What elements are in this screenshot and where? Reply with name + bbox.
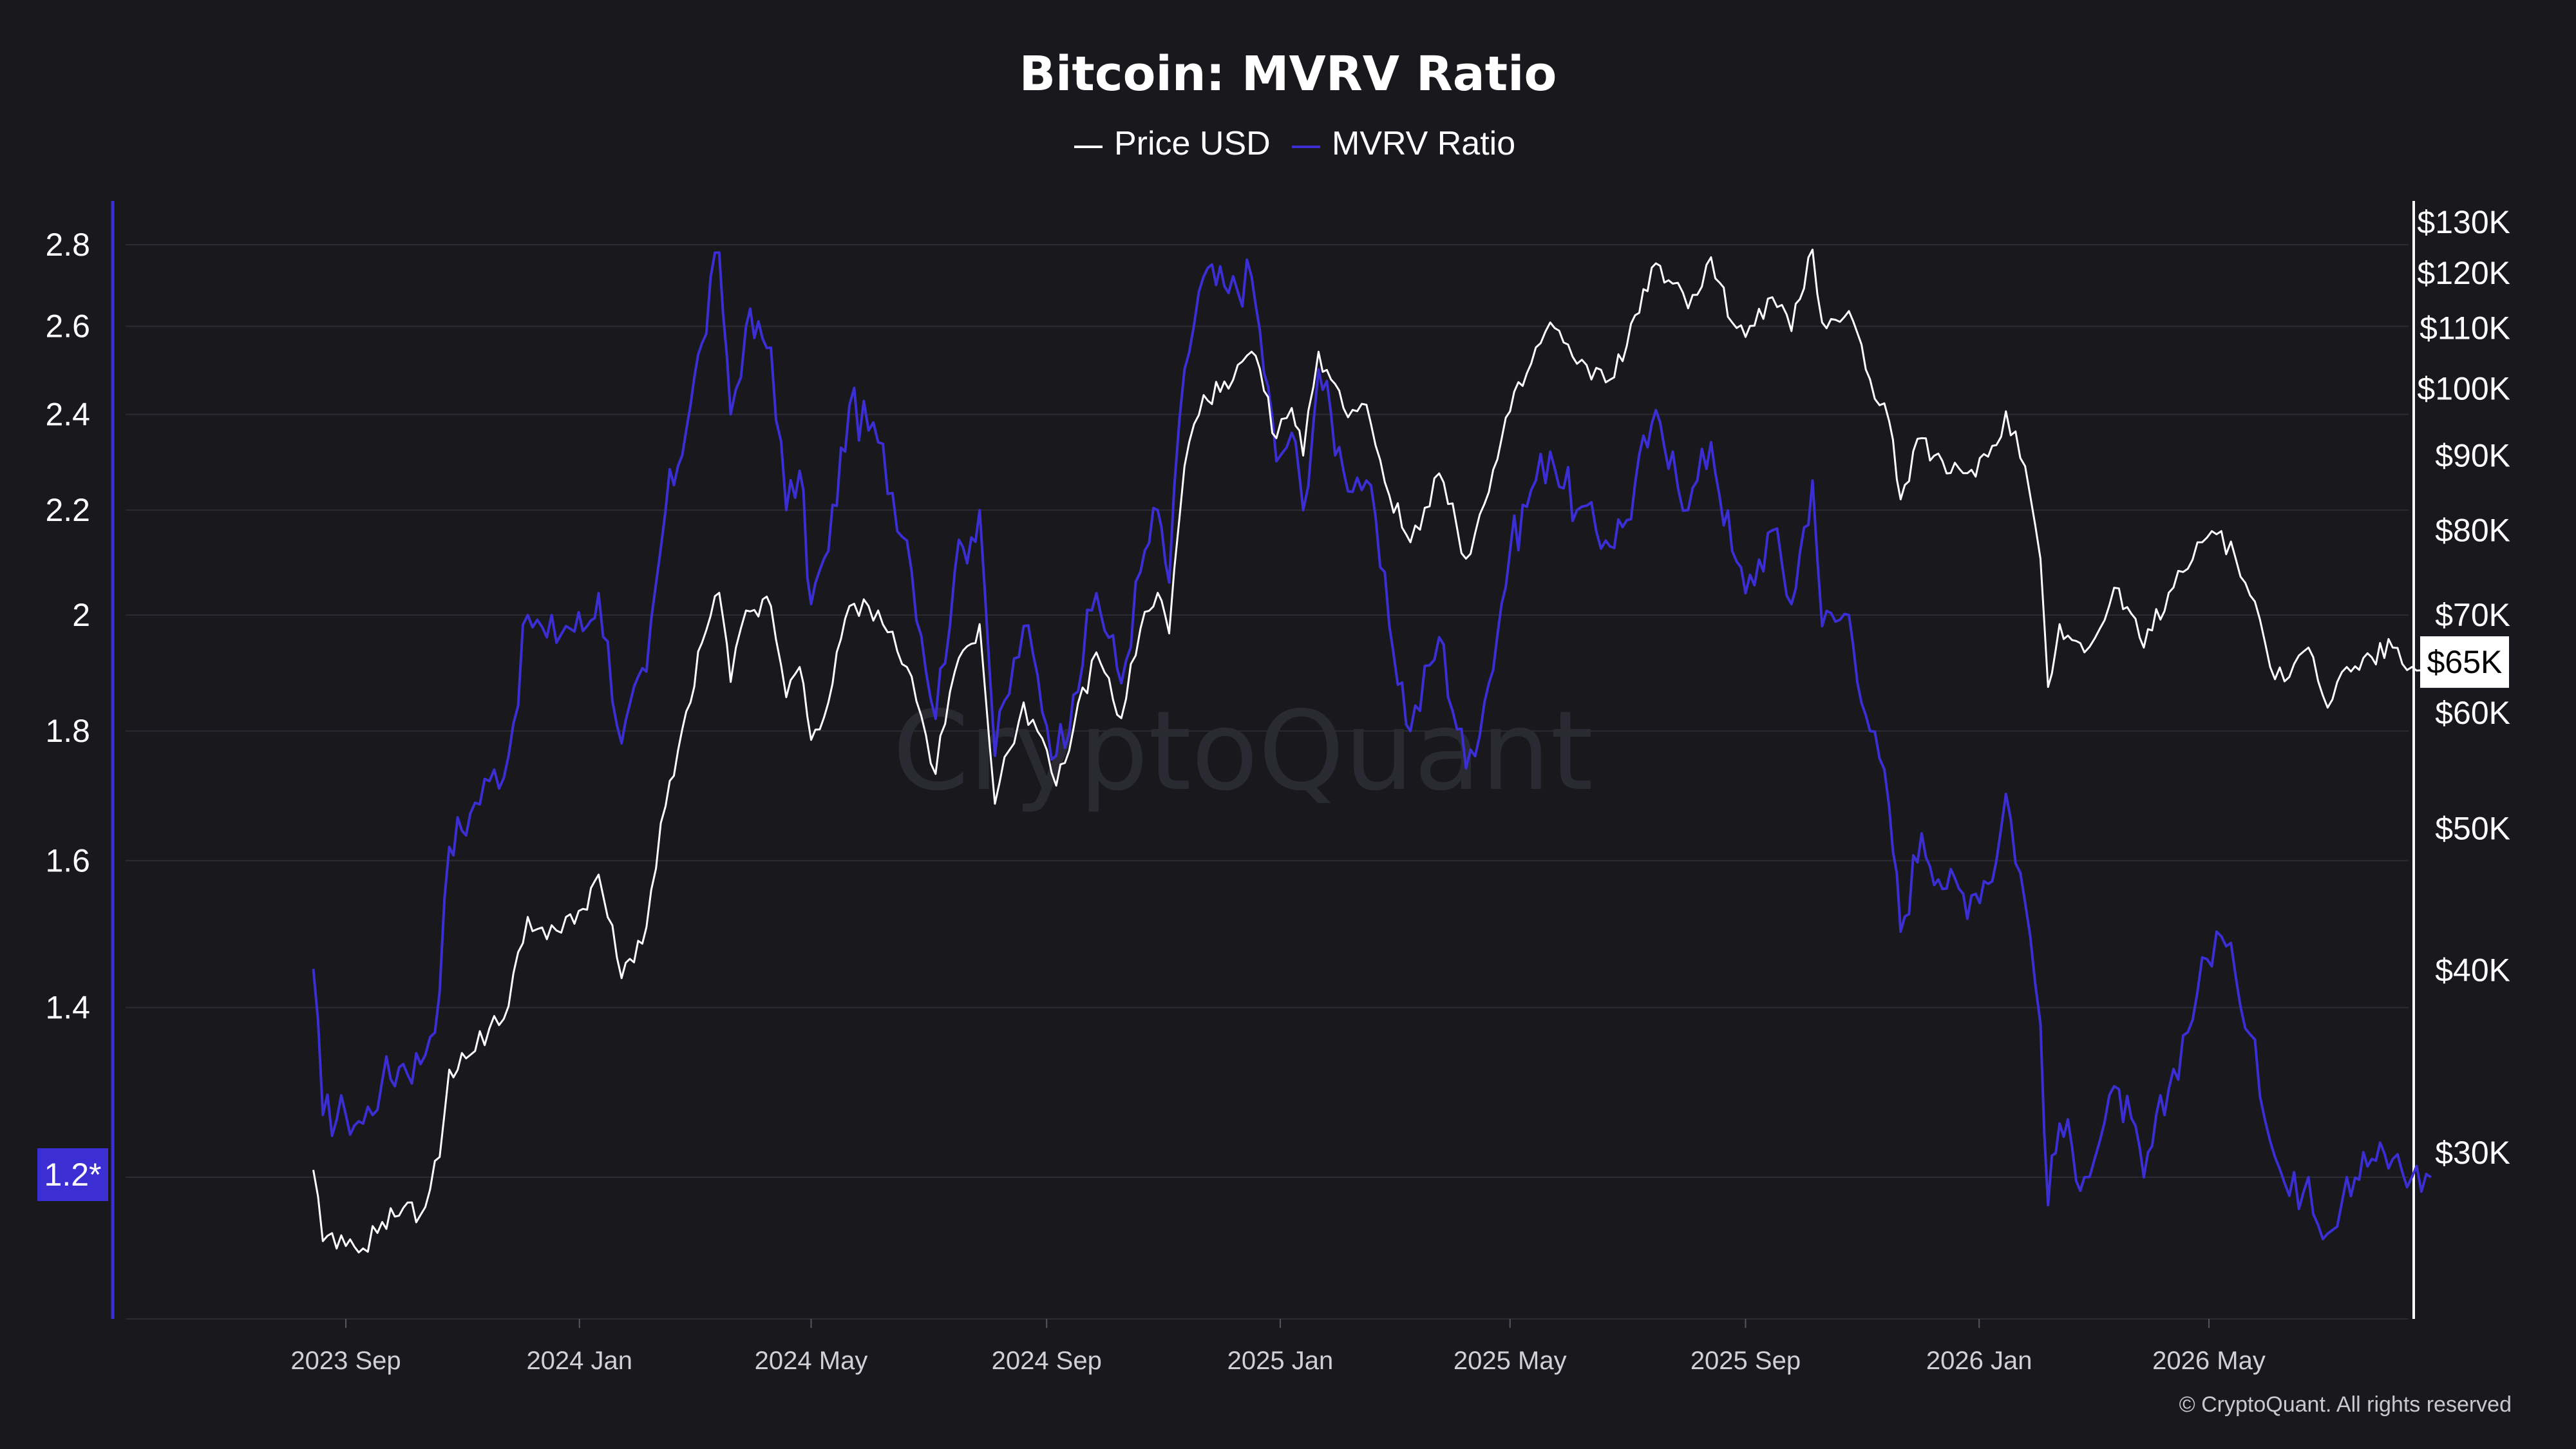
chart-title: Bitcoin: MVRV Ratio (1019, 46, 1557, 102)
series-mvrv-ratio-line (312, 251, 2432, 1240)
y-right-tick-label: $60K (2435, 695, 2510, 731)
legend-price-label[interactable]: Price USD (1114, 125, 1271, 162)
y-right-tick-label: $80K (2435, 512, 2510, 548)
price-current-badge-label: $65K (2427, 644, 2503, 680)
y-left-tick-label: 1.4 (45, 990, 90, 1026)
y-right-tick-label: $30K (2435, 1135, 2510, 1171)
y-left-tick-label: 2 (72, 597, 90, 633)
x-tick-label: 2024 Sep (992, 1347, 1102, 1375)
watermark: CryptoQuant (893, 688, 1593, 815)
copyright-text: © CryptoQuant. All rights reserved (2179, 1392, 2512, 1417)
x-tick-label: 2026 Jan (1926, 1347, 2032, 1375)
x-tick-label: 2025 May (1454, 1347, 1567, 1375)
y-right-tick-label: $90K (2435, 437, 2510, 473)
badge-layer: 1.2* $65K (37, 636, 2509, 1201)
y-right-tick-label: $120K (2417, 255, 2510, 291)
x-tick-label: 2023 Sep (290, 1347, 401, 1375)
legend-mvrv-label[interactable]: MVRV Ratio (1332, 125, 1515, 162)
y-right-tick-label: $40K (2435, 952, 2510, 989)
mvrv-current-badge (37, 1148, 108, 1201)
y-left-tick-label: 2.6 (45, 308, 90, 345)
x-tick-label: 2025 Sep (1690, 1347, 1801, 1375)
x-tick-label: 2025 Jan (1227, 1347, 1334, 1375)
y-left-tick-label: 2.4 (45, 396, 90, 432)
y-right-tick-label: $50K (2435, 811, 2510, 847)
series-price-usd-line (312, 249, 2432, 1254)
y-right-tick-label: $130K (2417, 204, 2510, 240)
y-left-tick-label: 1.8 (45, 713, 90, 749)
y-left-tick-label: 2.8 (45, 227, 90, 263)
axis-layer: 2.82.62.42.221.81.61.41.2$130K$120K$110K… (45, 201, 2510, 1375)
x-tick-label: 2024 Jan (526, 1347, 632, 1375)
y-right-tick-label: $110K (2420, 310, 2510, 346)
series-layer (312, 249, 2432, 1254)
y-left-tick-label: 2.2 (45, 492, 90, 528)
grid-layer (126, 244, 2409, 1178)
y-right-tick-label: $100K (2417, 371, 2510, 407)
price-current-badge (2420, 636, 2509, 688)
x-tick-label: 2026 May (2152, 1347, 2266, 1375)
y-right-tick-label: $70K (2435, 597, 2510, 633)
x-tick-label: 2024 May (755, 1347, 868, 1375)
legend: Price USD MVRV Ratio (1074, 125, 1515, 162)
y-left-tick-label: 1.6 (45, 842, 90, 878)
mvrv-current-badge-label: 1.2* (44, 1157, 102, 1193)
